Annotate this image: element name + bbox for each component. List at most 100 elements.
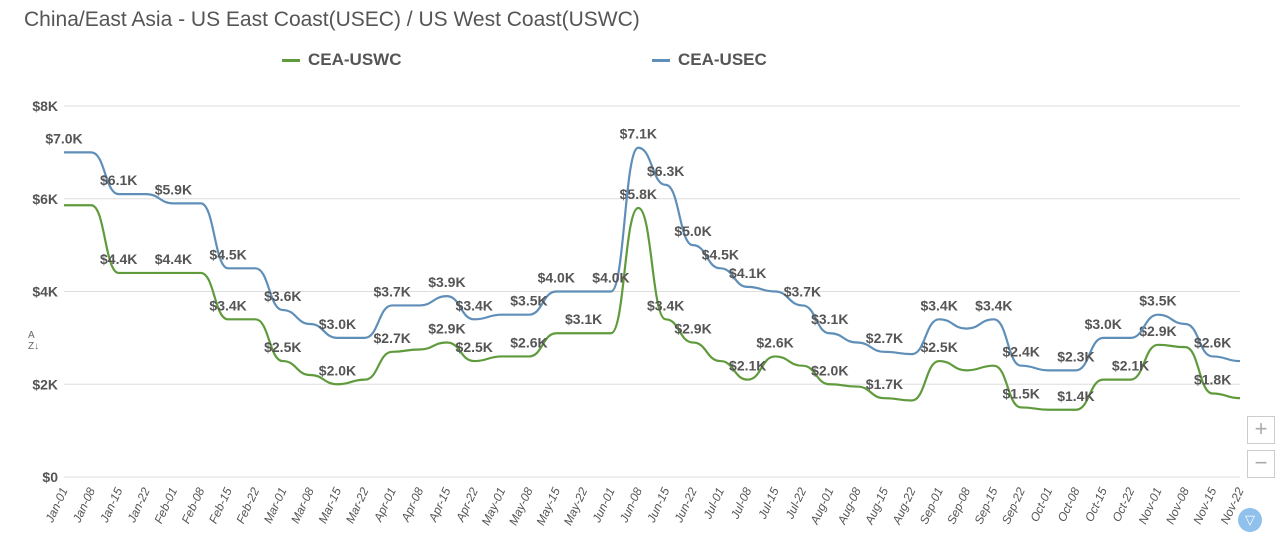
data-label: $4.0K — [592, 270, 629, 286]
data-label: $3.4K — [456, 297, 493, 313]
data-label: $2.5K — [456, 339, 493, 355]
zoom-in-button[interactable]: + — [1247, 416, 1275, 444]
x-tick-label: Jul-15 — [755, 485, 782, 522]
x-tick-label: Apr-01 — [371, 485, 399, 524]
x-tick-label: Feb-08 — [179, 485, 208, 526]
x-tick-label: Feb-22 — [233, 485, 262, 526]
data-label: $5.8K — [620, 186, 657, 202]
data-label: $3.4K — [975, 297, 1012, 313]
data-label: $2.1K — [1112, 358, 1149, 374]
data-label: $3.6K — [264, 288, 301, 304]
data-label: $6.3K — [647, 163, 684, 179]
x-tick-label: Sep-22 — [999, 485, 1028, 526]
series-line-cea-usec — [64, 146, 1241, 372]
data-label: $2.5K — [920, 339, 957, 355]
legend-label: CEA-USWC — [308, 50, 402, 69]
data-label: $4.5K — [209, 246, 246, 262]
series-line-cea-uswc — [64, 204, 1241, 411]
x-tick-label: May-15 — [533, 485, 563, 527]
x-tick-label: Jan-01 — [42, 485, 71, 525]
data-label: $2.1K — [729, 358, 766, 374]
x-tick-label: Oct-15 — [1082, 485, 1110, 524]
x-tick-label: Nov-15 — [1190, 485, 1219, 526]
data-label: $2.7K — [374, 330, 411, 346]
x-tick-label: Mar-01 — [261, 485, 290, 525]
zoom-out-button[interactable]: − — [1247, 450, 1275, 478]
data-label: $2.0K — [811, 362, 848, 378]
x-tick-label: Aug-01 — [807, 485, 836, 527]
data-label: $5.0K — [674, 223, 711, 239]
x-tick-label: Mar-15 — [316, 485, 345, 525]
legend-item-uswc[interactable]: CEA-USWC — [282, 50, 402, 70]
x-tick-label: Jul-22 — [782, 485, 809, 522]
data-label: $3.7K — [784, 283, 821, 299]
filter-icon[interactable]: ▽ — [1238, 508, 1262, 532]
legend-item-usec[interactable]: CEA-USEC — [652, 50, 767, 70]
legend-swatch — [652, 58, 670, 62]
data-label: $4.4K — [155, 251, 192, 267]
data-label: $3.4K — [920, 297, 957, 313]
chart-title: China/East Asia - US East Coast(USEC) / … — [24, 8, 640, 31]
y-tick-label: $4K — [32, 284, 58, 300]
x-tick-label: Oct-08 — [1055, 485, 1083, 524]
x-tick-label: Jul-08 — [728, 485, 755, 522]
data-label: $1.8K — [1194, 372, 1231, 388]
x-tick-label: Nov-01 — [1136, 485, 1165, 526]
data-label: $3.1K — [565, 311, 602, 327]
data-label: $3.0K — [319, 316, 356, 332]
data-label: $2.9K — [1139, 323, 1176, 339]
x-tick-label: Jul-01 — [700, 485, 727, 521]
data-label: $3.5K — [1139, 293, 1176, 309]
legend-label: CEA-USEC — [678, 50, 767, 69]
data-label: $1.5K — [1003, 385, 1040, 401]
data-label: $3.7K — [374, 283, 411, 299]
data-label: $6.1K — [100, 172, 137, 188]
data-label: $4.5K — [702, 246, 739, 262]
x-tick-label: Feb-15 — [206, 485, 235, 526]
x-tick-label: Jan-22 — [124, 485, 153, 525]
data-label: $1.7K — [866, 376, 903, 392]
x-tick-label: Aug-15 — [862, 485, 892, 527]
data-label: $2.5K — [264, 339, 301, 355]
x-tick-label: Mar-08 — [288, 485, 317, 525]
data-label: $2.6K — [1194, 334, 1231, 350]
data-label: $5.9K — [155, 181, 192, 197]
data-label: $2.6K — [756, 334, 793, 350]
y-tick-label: $2K — [32, 376, 58, 392]
sort-icon[interactable]: A Z↓ — [28, 330, 40, 352]
data-label: $2.3K — [1057, 348, 1094, 364]
data-label: $4.4K — [100, 251, 137, 267]
x-tick-label: Jan-15 — [97, 485, 126, 525]
legend-swatch — [282, 58, 300, 62]
x-tick-label: Apr-08 — [398, 485, 426, 525]
y-tick-label: $6K — [32, 191, 58, 207]
data-label: $2.7K — [866, 330, 903, 346]
y-tick-label: $0 — [42, 469, 58, 485]
x-tick-label: Aug-22 — [889, 485, 919, 527]
x-tick-label: Jun-22 — [671, 485, 700, 525]
x-tick-label: Nov-08 — [1163, 485, 1192, 526]
data-label: $4.0K — [538, 270, 575, 286]
x-tick-label: Jan-08 — [69, 485, 98, 525]
x-tick-label: May-01 — [479, 485, 509, 527]
x-tick-label: Jun-15 — [644, 485, 673, 525]
data-label: $2.0K — [319, 362, 356, 378]
x-tick-label: Feb-01 — [151, 485, 180, 525]
data-label: $7.1K — [620, 126, 657, 142]
x-tick-label: Aug-08 — [834, 485, 864, 527]
data-label: $4.1K — [729, 265, 766, 281]
x-tick-label: May-08 — [506, 485, 536, 527]
data-label: $2.6K — [510, 334, 547, 350]
x-tick-label: Oct-22 — [1109, 485, 1137, 524]
data-label: $2.9K — [674, 321, 711, 337]
x-tick-label: Jun-08 — [616, 485, 645, 525]
x-tick-label: Sep-08 — [944, 485, 973, 526]
data-label: $2.4K — [1003, 344, 1040, 360]
data-label: $3.4K — [209, 297, 246, 313]
x-tick-label: Mar-22 — [343, 485, 372, 525]
x-tick-label: Sep-01 — [917, 485, 946, 526]
data-label: $3.0K — [1085, 316, 1122, 332]
x-tick-label: Jun-01 — [589, 485, 618, 525]
data-label: $3.4K — [647, 297, 684, 313]
